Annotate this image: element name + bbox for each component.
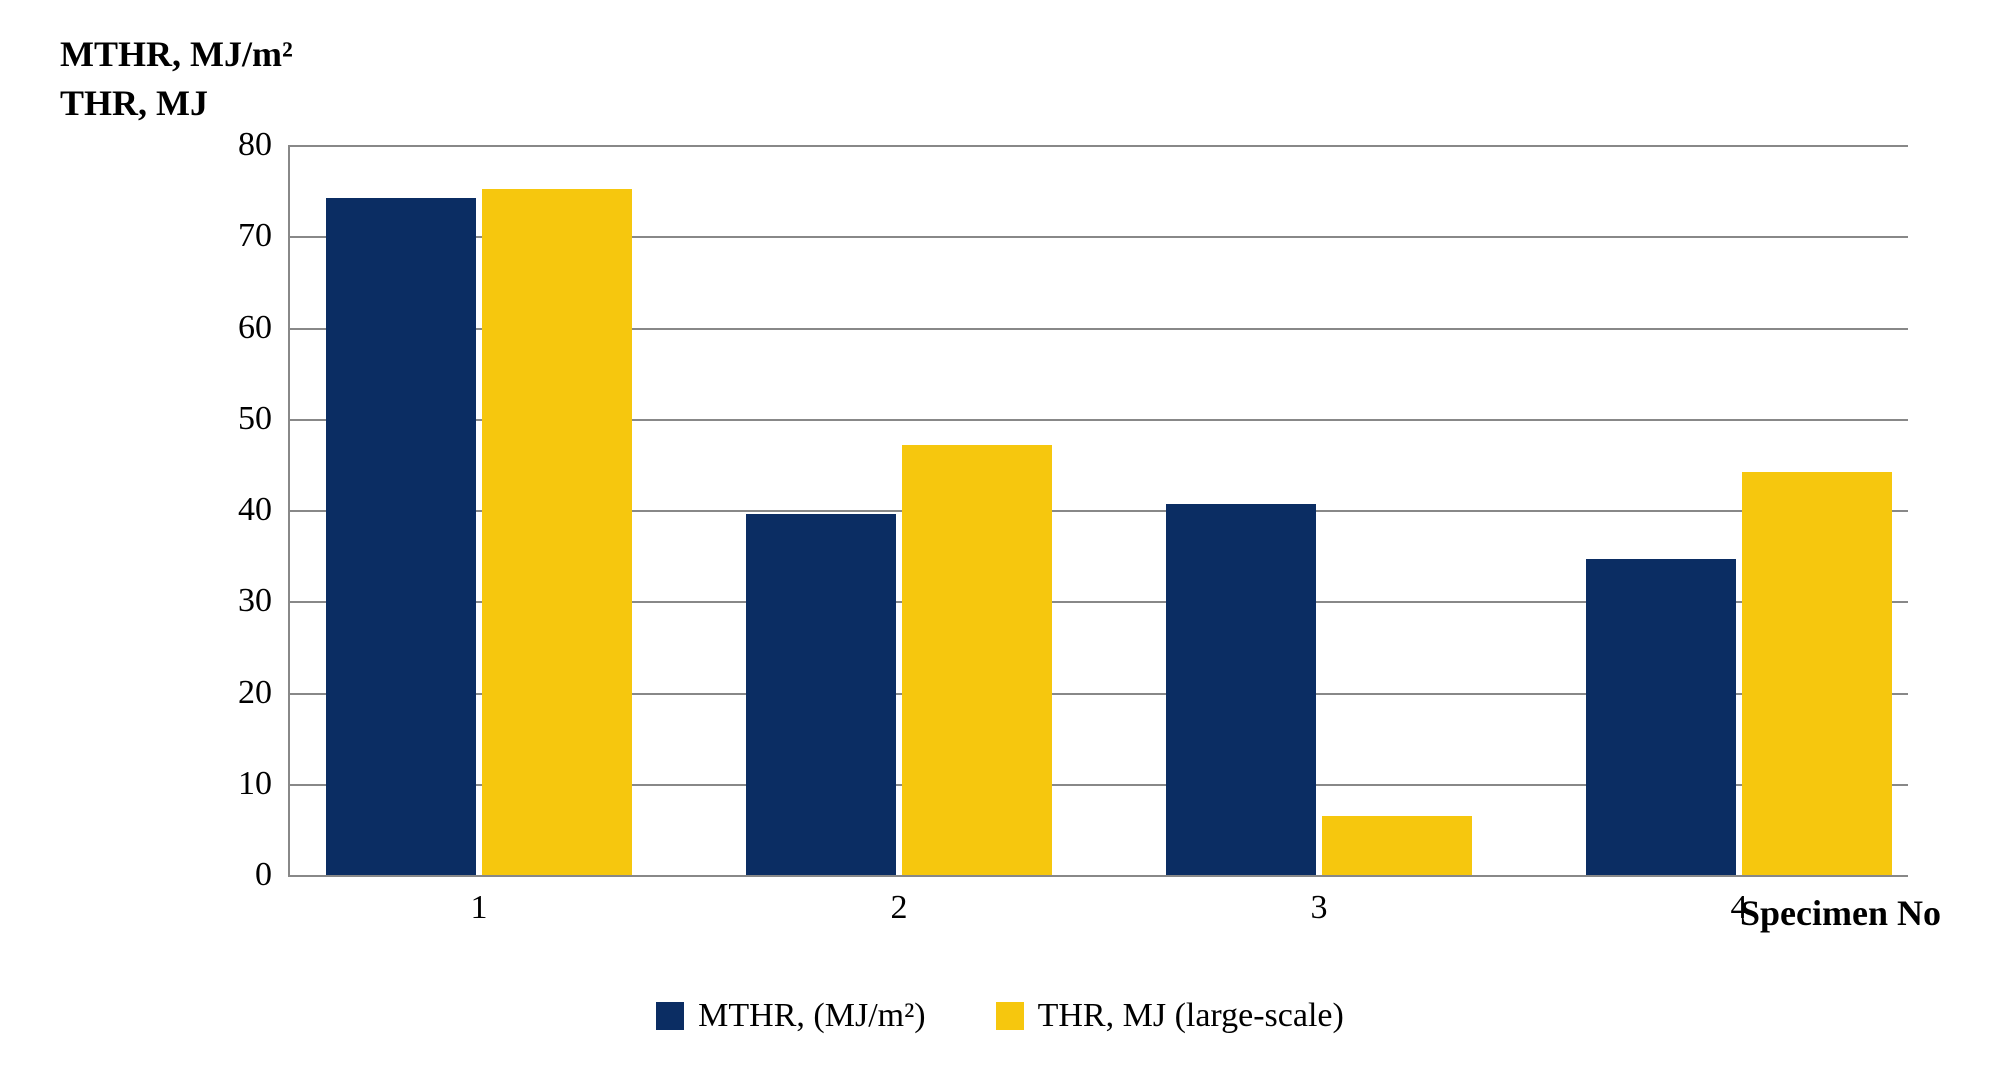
bar-group: 3 — [1166, 145, 1472, 875]
ytick-label: 10 — [238, 765, 290, 803]
y-axis-title: MTHR, MJ/m² THR, MJ — [60, 30, 293, 127]
ytick-label: 40 — [238, 491, 290, 529]
bar-group: 2 — [746, 145, 1052, 875]
ytick-label: 0 — [255, 856, 290, 894]
bar — [1322, 816, 1472, 875]
ytick-label: 50 — [238, 400, 290, 438]
legend: MTHR, (MJ/m²) THR, MJ (large-scale) — [40, 997, 1960, 1035]
ytick-label: 80 — [238, 126, 290, 164]
y-axis-title-line1: MTHR, MJ/m² — [60, 30, 293, 79]
bar — [1742, 472, 1892, 875]
xtick-label: 1 — [471, 875, 488, 927]
legend-label: THR, MJ (large-scale) — [1038, 997, 1344, 1035]
xtick-label: 2 — [891, 875, 908, 927]
plot-region: 010203040506070801234 — [288, 145, 1908, 877]
ytick-label: 20 — [238, 674, 290, 712]
ytick-label: 70 — [238, 217, 290, 255]
bar — [902, 445, 1052, 875]
legend-swatch — [996, 1002, 1024, 1030]
bar — [1166, 504, 1316, 875]
bar — [326, 198, 476, 875]
plot-area: 010203040506070801234 — [288, 145, 1908, 877]
legend-swatch — [656, 1002, 684, 1030]
bar — [746, 514, 896, 875]
bar — [1586, 559, 1736, 875]
ytick-label: 60 — [238, 309, 290, 347]
legend-item: THR, MJ (large-scale) — [996, 997, 1344, 1035]
bar — [482, 189, 632, 875]
bar-group: 4 — [1586, 145, 1892, 875]
legend-item: MTHR, (MJ/m²) — [656, 997, 925, 1035]
xtick-label: 3 — [1311, 875, 1328, 927]
ytick-label: 30 — [238, 582, 290, 620]
chart-container: MTHR, MJ/m² THR, MJ 01020304050607080123… — [40, 30, 1960, 1035]
x-axis-title: Specimen No — [1740, 892, 1941, 934]
y-axis-title-line2: THR, MJ — [60, 79, 293, 128]
legend-label: MTHR, (MJ/m²) — [698, 997, 925, 1035]
bar-group: 1 — [326, 145, 632, 875]
